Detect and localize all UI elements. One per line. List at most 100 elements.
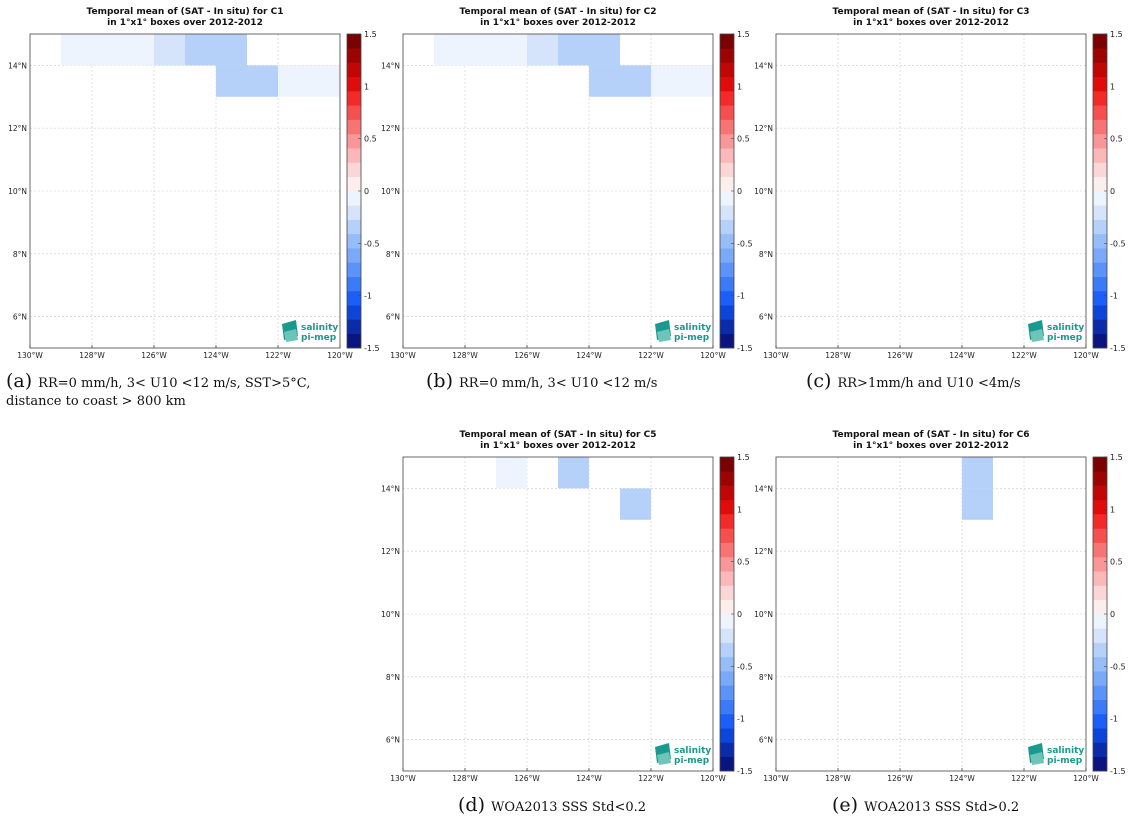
heatmap-cell [651,65,682,97]
colorbar-tick-label: -0.5 [1110,239,1126,248]
colorbar-tick-label: -0.5 [737,662,753,671]
heatmap-cell [434,34,465,66]
colorbar-segment [347,34,361,49]
colorbar-segment [1093,205,1107,220]
colorbar-segment [720,671,734,686]
colorbar-segment [720,276,734,292]
logo-shape-light [284,329,298,342]
heatmap-cell [589,65,620,97]
heatmap-cell [558,34,589,66]
colorbar-tick-label: -1 [737,292,745,301]
x-tick-label: 128°W [452,351,478,360]
colorbar-segment [1093,571,1107,586]
heatmap-cell [247,65,278,97]
colorbar-segment [720,599,734,615]
colorbar-segment [720,148,734,163]
y-tick-label: 14°N [381,484,400,493]
colorbar-segment [720,499,734,515]
x-tick-label: 122°W [638,774,664,783]
colorbar-segment [1093,219,1107,235]
colorbar-segment [720,756,734,772]
heatmap-cell [962,488,993,520]
colorbar-segment [1093,685,1107,700]
x-tick-label: 128°W [825,774,851,783]
colorbar-segment [720,699,734,715]
colorbar-tick-label: -1.5 [1110,344,1126,353]
colorbar-segment [720,176,734,192]
plot-frame [775,33,1087,349]
colorbar-segment [720,162,734,178]
colorbar-segment [347,62,361,78]
colorbar-segment [720,728,734,743]
colorbar: 1.5 1 0.5 0 -0.5 -1 -1.5 [346,30,380,353]
colorbar-segment [720,457,734,472]
logo-text-2: pi-mep [674,333,710,343]
colorbar-segment [347,133,361,149]
chart-title: Temporal mean of (SAT - In situ) for C3 [833,7,1030,17]
colorbar-segment [1093,556,1107,572]
colorbar-tick-label: -0.5 [737,239,753,248]
y-tick-label: 6°N [759,313,773,322]
logo-shape-light [1030,752,1044,765]
colorbar-tick-label: -1.5 [1110,767,1126,776]
caption-b-text: RR=0 mm/h, 3< U10 <12 m/s [459,376,658,391]
x-tick-label: 128°W [452,774,478,783]
colorbar-segment [1093,485,1107,501]
colorbar-segment [1093,262,1107,277]
chart-c3-svg: Temporal mean of (SAT - In situ) for C3i… [754,7,1126,360]
colorbar-segment [720,713,734,729]
colorbar-segment [1093,333,1107,349]
colorbar-segment [347,176,361,192]
colorbar-segment [1093,514,1107,529]
colorbar-tick-label: 0 [364,187,369,196]
heatmap-cell [682,65,713,97]
x-tick-label: 122°W [265,351,291,360]
logo-shape-light [1030,329,1044,342]
colorbar-segment [1093,614,1107,629]
colorbar-tick-label: 0 [737,610,742,619]
colorbar-segment [720,528,734,543]
y-tick-label: 14°N [8,61,27,70]
caption-c: (c) RR>1mm/h and U10 <4m/s [806,372,1021,393]
y-tick-label: 6°N [386,736,400,745]
heatmap-cell [185,34,216,66]
logo-shape-light [657,752,671,765]
x-tick-label: 126°W [887,774,913,783]
y-tick-label: 10°N [381,610,400,619]
plot-frame [775,456,1087,772]
y-tick-label: 12°N [381,547,400,556]
colorbar-segment [1093,62,1107,78]
chart-subtitle: in 1°x1° boxes over 2012-2012 [853,18,1009,28]
y-tick-label: 14°N [754,484,773,493]
colorbar-tick-label: 0.5 [364,135,377,144]
plot-frame [402,33,714,349]
plot-area [776,457,1086,771]
x-tick-label: 120°W [1073,351,1099,360]
colorbar-segment [1093,642,1107,658]
colorbar: 1.5 1 0.5 0 -0.5 -1 -1.5 [1092,30,1126,353]
colorbar-segment [347,290,361,306]
colorbar-segment [347,219,361,235]
heatmap-cell [61,34,92,66]
colorbar-segment [720,219,734,235]
colorbar-tick-label: 0.5 [737,558,750,567]
x-tick-label: 126°W [141,351,167,360]
chart-title: Temporal mean of (SAT - In situ) for C6 [833,430,1030,440]
colorbar-segment [720,233,734,249]
y-tick-label: 8°N [386,673,400,682]
colorbar-tick-label: -1 [1110,715,1118,724]
colorbar-segment [347,191,361,206]
heatmap-cell [558,457,589,489]
x-tick-label: 124°W [576,351,602,360]
colorbar-tick-label: -1.5 [364,344,380,353]
chart-c5-svg: Temporal mean of (SAT - In situ) for C5i… [381,430,753,783]
colorbar-segment [1093,713,1107,729]
colorbar-segment [1093,162,1107,178]
x-tick-label: 130°W [763,774,789,783]
caption-d-label: (d) [458,794,485,816]
colorbar-segment [347,262,361,277]
colorbar-segment [720,34,734,49]
